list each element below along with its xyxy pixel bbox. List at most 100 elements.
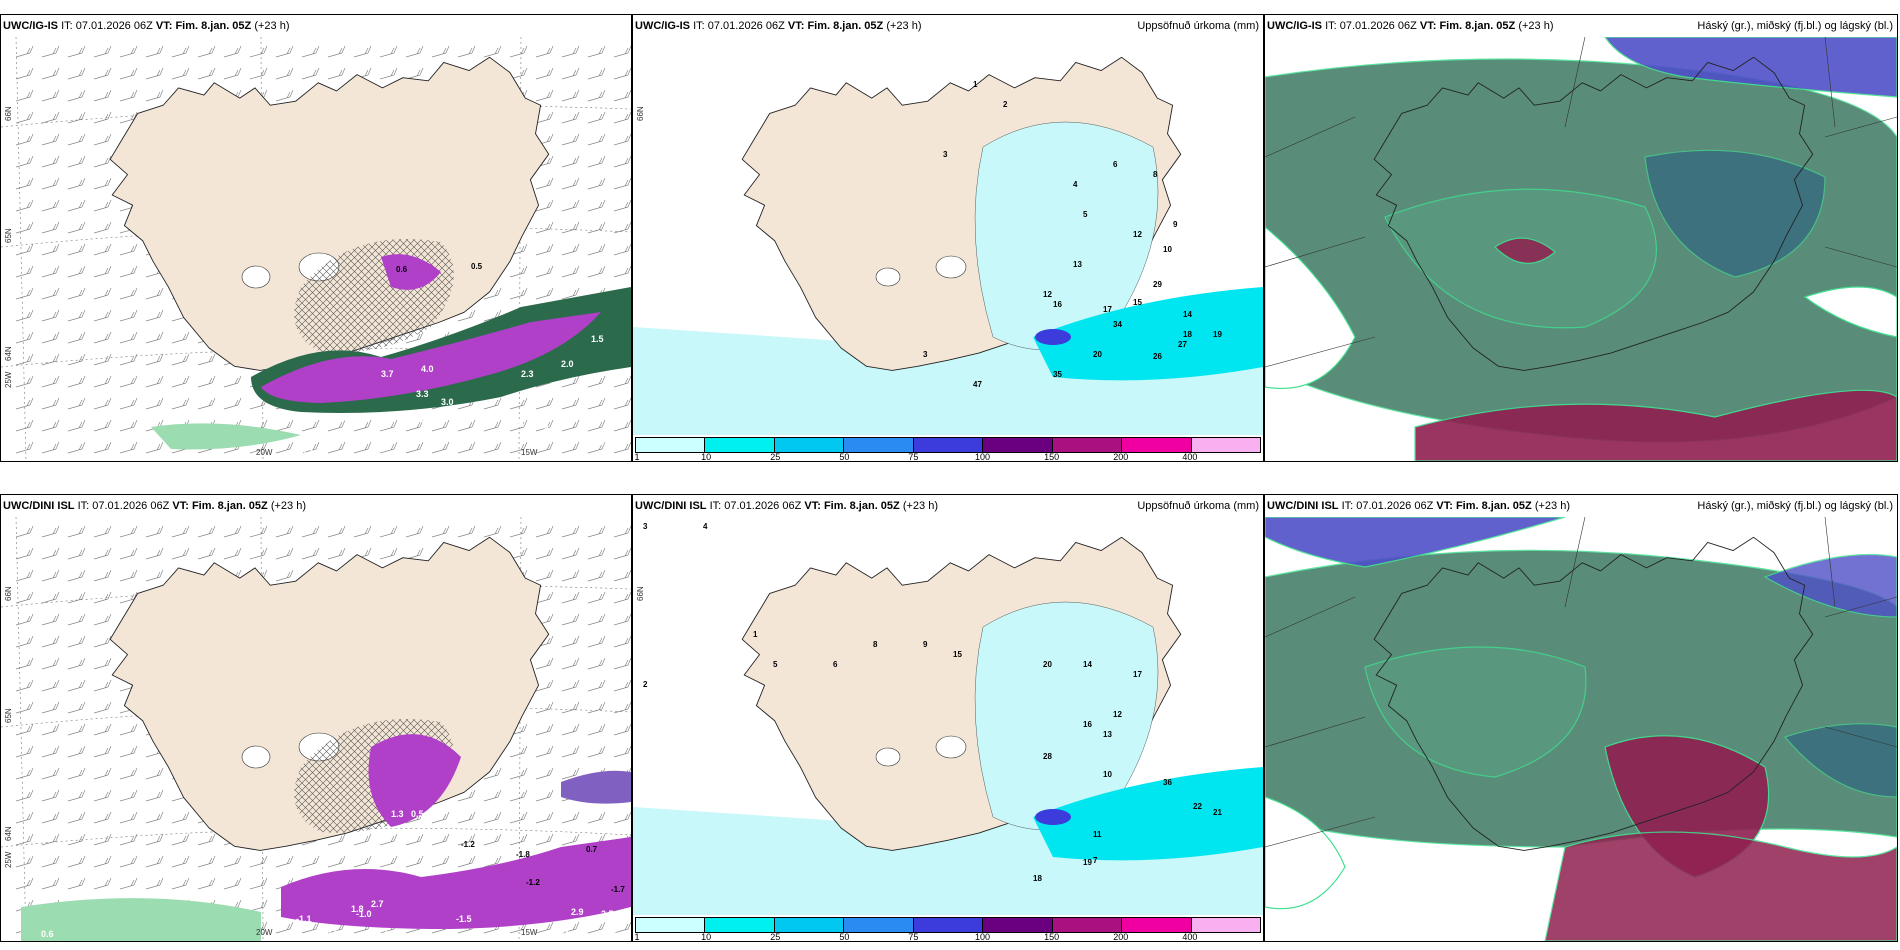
wind-barb-icon [561,133,580,146]
wind-barb-icon [145,525,164,538]
precip-value-label: 6 [1113,160,1118,169]
precip-area-max [1035,809,1071,825]
wind-barb-icon [119,89,138,102]
wind-barb-icon [41,745,60,758]
wind-barb-icon [119,441,138,454]
precip-value-label: 4 [1073,180,1078,189]
wind-barb-icon [509,811,528,824]
wind-barb-icon [171,525,190,538]
precip-value-label: 5 [773,660,778,669]
wind-barb-icon [197,397,216,410]
wind-barb-icon [41,441,60,454]
precip-violet [561,770,631,804]
wind-barb-icon [93,419,112,432]
wind-barb-icon [93,133,112,146]
wind-barb-icon [119,353,138,366]
axis-label: 66N [636,106,645,121]
vt-value: Fim. 8.jan. 05Z [823,500,900,512]
axis-label: 65N [4,708,13,723]
map-area[interactable] [1265,37,1897,461]
wind-barb-icon [67,877,86,890]
wind-barb-icon [561,635,580,648]
wind-barb-icon [587,221,606,234]
wind-barb-icon [15,199,34,212]
wind-barb-icon [561,833,580,846]
wind-barb-icon [561,745,580,758]
color-scale-tick: 75 [908,452,919,462]
wind-barb-icon [483,811,502,824]
it-label: IT: [61,20,73,32]
wind-barb-icon [561,397,580,410]
wind-barb-icon [509,45,528,58]
wind-barb-icon [41,833,60,846]
precip-value-label: 0.5 [411,809,424,819]
wind-barb-icon [405,441,424,454]
wind-barb-icon [275,525,294,538]
wind-barb-icon [457,419,476,432]
map-area[interactable] [1265,517,1897,941]
wind-barb-icon [67,397,86,410]
wind-barb-icon [613,547,631,560]
wind-barb-icon [561,419,580,432]
precip-value-label: 19 [1213,330,1222,339]
precip-value-label: 1 [753,630,758,639]
wind-barb-icon [587,155,606,168]
wind-barb-icon [145,287,164,300]
map-area[interactable]: 66N 65N 64N 25W 20W 15W 3.7 3.3 3.0 2.4 2.3 1.6 0.9 0… [1,37,631,461]
wind-barb-icon [457,833,476,846]
wind-barb-icon [145,833,164,846]
wind-barb-icon [41,547,60,560]
wind-barb-icon [119,397,138,410]
wind-barb-icon [93,45,112,58]
wind-barb-icon [301,45,320,58]
map-area[interactable]: 66N 1 2 3 4 5 6 8 9 10 12 13 15 16 17 18 19 20 26 27 29 34 35 4… [633,37,1263,461]
precip-value-label: -1.7 [611,885,625,894]
wind-barb-icon [41,635,60,648]
vt-value: Fim. 8.jan. 05Z [191,500,268,512]
it-label: IT: [693,20,705,32]
wind-barb-icon [67,789,86,802]
precip-value-label: 12 [1043,290,1052,299]
wind-barb-icon [15,419,34,432]
wind-barb-icon [15,613,34,626]
wind-barb-icon [613,701,631,714]
color-scale-segment [774,918,845,932]
wind-barb-icon [41,525,60,538]
map-area[interactable]: 66N 3 4 2 1 5 6 8 9 15 20 14 16 13 17 12 36 22 21 11 19 18 7 28… [633,517,1263,941]
precip-value-label: 26 [1153,352,1162,361]
cloud-cover-area [1544,831,1897,941]
wind-barb-icon [15,591,34,604]
wind-barb-icon [587,657,606,670]
wind-barb-icon [145,877,164,890]
precip-green-light [151,423,301,450]
wind-barb-icon [67,679,86,692]
wind-barb-icon [561,569,580,582]
precip-value-label: 36 [1163,778,1172,787]
wind-barb-icon [431,441,450,454]
axis-label: 15W [521,448,538,457]
map-area[interactable]: 66N 65N 64N 25W 20W 15W 2.3 3.1 1.3 -1.2 -1.8 -1.2 0… [1,517,631,941]
wind-barb-icon [405,833,424,846]
color-scale-segment [913,918,984,932]
color-scale-segment [774,438,845,452]
wind-barb-icon [67,723,86,736]
wind-barb-icon [171,547,190,560]
color-scale-segment [913,438,984,452]
wind-barb-icon [457,811,476,824]
wind-barb-icon [587,679,606,692]
vt-label: VT: [172,500,189,512]
wind-barb-icon [67,855,86,868]
wind-barb-icon [353,833,372,846]
wind-barb-icon [15,657,34,670]
wind-barb-icon [483,397,502,410]
wind-barb-icon [587,635,606,648]
wind-barb-icon [301,525,320,538]
glacier [241,745,271,769]
wind-barb-icon [535,833,554,846]
wind-barb-icon [561,45,580,58]
precip-color-scale: 1 10 25 50 75 100 150 200 400 [633,435,1263,461]
wind-barb-icon [67,177,86,190]
axis-label: 66N [636,586,645,601]
wind-barb-icon [535,177,554,190]
wind-barb-icon [15,375,34,388]
